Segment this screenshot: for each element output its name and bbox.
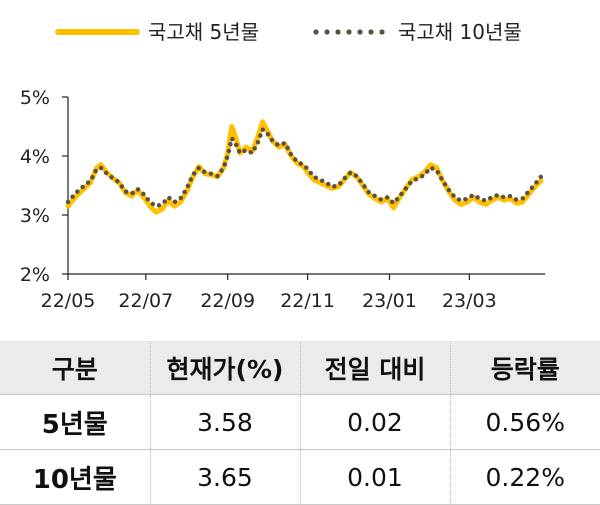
table-cell-name: 10년물 — [0, 449, 150, 505]
table-cell-change: 0.01 — [299, 449, 450, 505]
table-cell-rate: 0.22% — [449, 449, 600, 505]
legend-dot — [346, 29, 352, 35]
x-tick-label: 22/09 — [200, 290, 255, 312]
y-tick-label: 3% — [20, 205, 50, 227]
legend: 국고채 5년물 국고채 10년물 — [55, 20, 522, 44]
table-row: 10년물 3.65 0.01 0.22% — [0, 449, 600, 505]
legend-dot — [368, 29, 374, 35]
table-cell-rate: 0.56% — [449, 394, 600, 450]
legend-label-10y: 국고채 10년물 — [398, 20, 522, 44]
legend-dot — [357, 29, 363, 35]
x-tick-label: 22/05 — [41, 290, 96, 312]
table-header-rate: 등락률 — [449, 341, 600, 395]
legend-dot — [313, 29, 319, 35]
x-tick-label: 22/11 — [280, 290, 335, 312]
y-tick-label: 2% — [20, 264, 50, 286]
x-ticks: 22/05 22/07 22/09 22/11 23/01 23/03 — [41, 274, 497, 312]
x-tick-label: 23/01 — [362, 290, 417, 312]
x-tick-label: 23/03 — [442, 290, 497, 312]
series-line-10y — [65, 127, 544, 209]
legend-dot — [335, 29, 341, 35]
x-tick-label: 22/07 — [118, 290, 173, 312]
yield-table: 구분 현재가(%) 전일 대비 등락률 5년물 3.58 0.02 0.56% … — [0, 341, 600, 505]
table-cell-change: 0.02 — [299, 394, 450, 450]
legend-dot — [379, 29, 385, 35]
legend-swatch-10y — [313, 29, 385, 35]
legend-label-5y: 국고채 5년물 — [148, 20, 259, 44]
table-header-category: 구분 — [0, 341, 150, 395]
table-header-change: 전일 대비 — [299, 341, 450, 395]
legend-dot — [324, 29, 330, 35]
y-tick-label: 4% — [20, 146, 50, 168]
y-tick-label: 5% — [20, 87, 50, 109]
table-row: 5년물 3.58 0.02 0.56% — [0, 394, 600, 450]
yield-chart: 국고채 5년물 국고채 10년물 2%3%4%5% 22/05 22/07 22/0… — [20, 20, 545, 312]
table-header-row: 구분 현재가(%) 전일 대비 등락률 — [0, 341, 600, 395]
table-cell-name: 5년물 — [0, 394, 150, 450]
table-cell-current: 3.65 — [149, 449, 300, 505]
table-cell-current: 3.58 — [149, 394, 300, 450]
y-ticks: 2% 3% 4% 5% — [20, 87, 68, 286]
table-header-current: 현재가(%) — [149, 341, 300, 395]
